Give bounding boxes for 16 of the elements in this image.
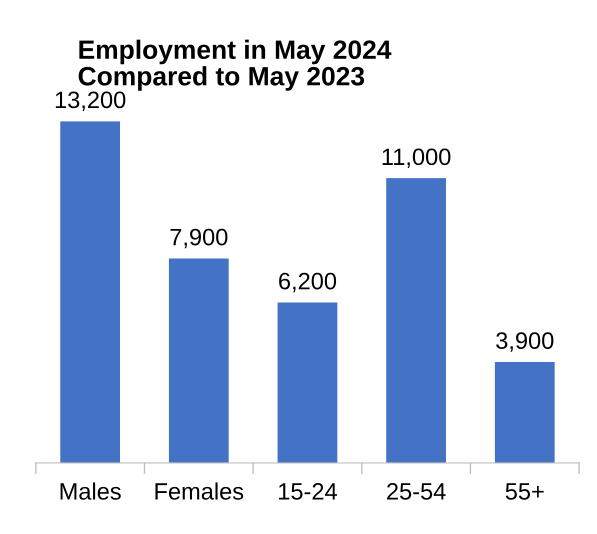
data-label: 13,200 (56, 92, 126, 112)
bar (168, 258, 229, 463)
data-label: 7,900 (170, 228, 228, 248)
x-tick-label: 25-54 (387, 483, 446, 500)
bar (494, 362, 555, 463)
x-tick-label: Males (60, 482, 121, 500)
x-tick-label: Females (155, 482, 244, 500)
data-label: 3,900 (496, 332, 554, 352)
data-label: 11,000 (382, 148, 450, 168)
x-tick-label: 15-24 (279, 483, 337, 500)
x-tick-label: 55+ (506, 483, 544, 500)
chart-title: Employment in May 2024 Compared to May 2023 (78, 40, 392, 91)
bar (386, 178, 446, 463)
bar (60, 121, 120, 463)
bar (278, 302, 338, 463)
data-label: 6,200 (279, 272, 336, 292)
